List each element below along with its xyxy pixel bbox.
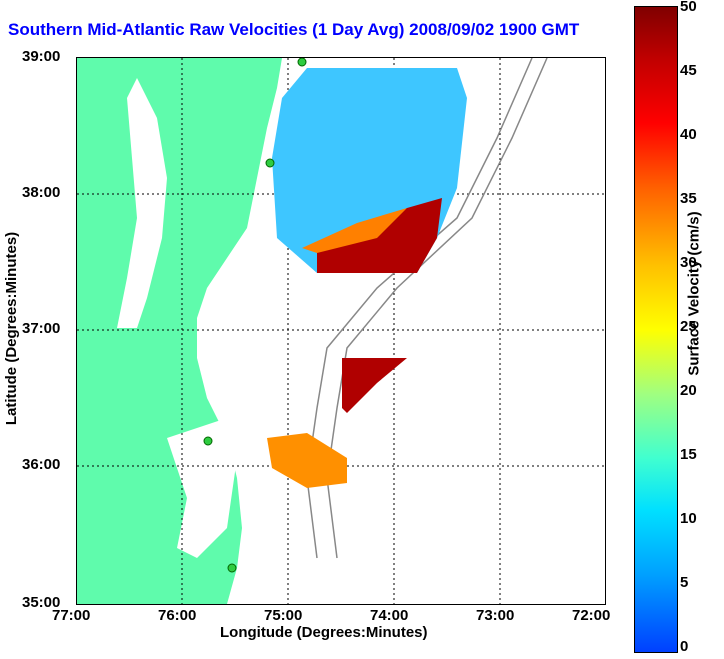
y-tick: 39:00 [22,48,61,65]
colorbar-tick: 50 [680,0,697,15]
colorbar-tick: 35 [680,190,697,207]
sound-water [167,418,237,558]
y-tick: 36:00 [22,456,61,473]
x-tick: 77:00 [52,607,91,624]
land-mass [77,58,282,604]
colorbar-tick: 40 [680,126,697,143]
colorbar-tick: 0 [680,638,689,655]
map-title: Southern Mid-Atlantic Raw Velocities (1 … [8,20,580,39]
bay-water [117,78,167,328]
velocity-field-cape [267,433,347,488]
colorbar-tick: 15 [680,446,697,463]
map-plot-area[interactable] [76,57,606,605]
map-svg [77,58,605,604]
colorbar-tick: 25 [680,318,697,335]
velocity-field-south [342,358,407,413]
colorbar-label: Surface Velocity (cm/s) [685,211,703,376]
x-tick: 76:00 [158,607,197,624]
x-tick: 74:00 [370,607,409,624]
station-markers [203,58,307,573]
y-axis-label: Latitude (Degrees:Minutes) [3,231,21,426]
x-tick: 73:00 [476,607,515,624]
colorbar [634,6,678,653]
velocity-field-mid [302,208,407,253]
colorbar-tick: 30 [680,254,697,271]
colorbar-tick: 20 [680,382,697,399]
x-tick: 72:00 [572,607,611,624]
y-tick: 38:00 [22,184,61,201]
y-tick: 35:00 [22,594,61,611]
x-tick: 75:00 [264,607,303,624]
x-axis-label: Longitude (Degrees:Minutes) [220,624,428,641]
colorbar-tick: 10 [680,510,697,527]
y-tick: 37:00 [22,320,61,337]
colorbar-tick: 45 [680,62,697,79]
colorbar-tick: 5 [680,574,689,591]
